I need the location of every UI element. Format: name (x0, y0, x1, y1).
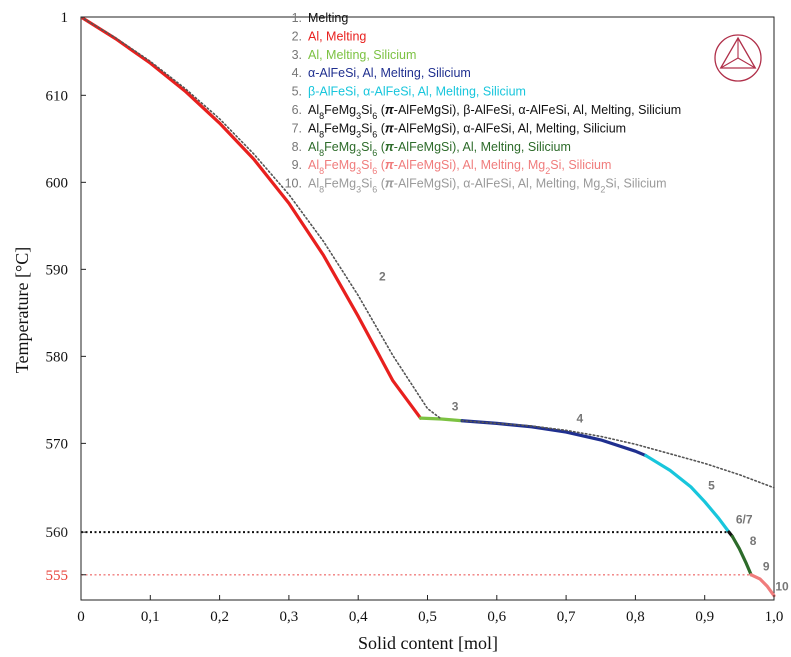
legend-item: Al8FeMg3Si6 (π-AlFeMgSi), α-AlFeSi, Al, … (308, 121, 626, 139)
series-4 (460, 419, 648, 458)
y-axis-label: Temperature [°C] (12, 247, 32, 373)
series-2-extension (81, 17, 443, 420)
legend: 1. Melting 2. Al, Melting 3. Al, Melting, Sil… (285, 11, 682, 195)
x-tick-label: 0,8 (626, 609, 645, 625)
y-tick-label: 555 (46, 568, 69, 584)
series-5 (644, 453, 731, 534)
legend-item: Al, Melting (308, 29, 366, 43)
x-tick-label: 0,9 (695, 609, 714, 625)
y-tick-label: 600 (46, 175, 69, 191)
legend-item: Melting (308, 11, 348, 25)
x-tick-label: 0,7 (557, 609, 576, 625)
legend-number: 2. (292, 29, 302, 43)
series-layer (81, 17, 776, 598)
series-3 (418, 416, 464, 423)
legend-number: 8. (292, 140, 302, 154)
x-tick-label: 0 (77, 609, 85, 625)
x-axis-label: Solid content [mol] (358, 633, 498, 653)
y-tick-label: 610 (46, 88, 69, 104)
legend-number: 4. (292, 66, 302, 80)
legend-item: α-AlFeSi, Al, Melting, Silicium (308, 66, 471, 80)
x-tick-label: 0,2 (210, 609, 229, 625)
legend-item: Al8FeMg3Si6 (π-AlFeMgSi), Al, Melting, M… (308, 158, 611, 176)
series-8 (730, 534, 753, 577)
segment-label: 4 (576, 411, 583, 425)
legend-number: 10. (285, 177, 302, 191)
y-tick-label: 580 (46, 349, 69, 365)
legend-number: 7. (292, 121, 302, 135)
legend-item: β-AlFeSi, α-AlFeSi, Al, Melting, Siliciu… (308, 85, 526, 99)
segment-label: 6/7 (736, 512, 753, 526)
x-tick-label: 0,5 (418, 609, 437, 625)
series-2 (81, 17, 423, 420)
segment-labels: 2 3 4 5 6/7 89 10 (379, 270, 789, 594)
legend-item: Al8FeMg3Si6 (π-AlFeMgSi), Al, Melting, S… (308, 140, 571, 158)
segment-label: 8 (750, 534, 757, 548)
x-tick-label: 0,6 (487, 609, 506, 625)
legend-number: 6. (292, 103, 302, 117)
legend-item: Al8FeMg3Si6 (π-AlFeMgSi), α-AlFeSi, Al, … (308, 177, 667, 195)
x-axis-ticks: 0 0,1 0,2 0,3 0,4 0,5 0,6 0,7 0,8 0,9 1,0 (77, 595, 783, 625)
reference-lines (81, 531, 752, 576)
segment-label: 3 (452, 399, 459, 413)
y-tick-label: 560 (46, 525, 69, 541)
segment-label: 5 (708, 478, 715, 492)
segment-label: 10 (775, 579, 789, 593)
x-tick-label: 1,0 (765, 609, 784, 625)
y-tick-label: 1 (61, 10, 69, 26)
legend-item: Al8FeMg3Si6 (π-AlFeMgSi), β-AlFeSi, α-Al… (308, 103, 681, 121)
x-tick-label: 0,1 (141, 609, 160, 625)
y-tick-label: 590 (46, 262, 69, 278)
thermo-calc-logo-icon (714, 34, 762, 82)
series-9 (749, 573, 776, 598)
segment-label: 2 (379, 270, 386, 284)
x-tick-label: 0,3 (280, 609, 299, 625)
legend-number: 9. (292, 158, 302, 172)
legend-number: 1. (292, 11, 302, 25)
segment-label: 9 (763, 559, 770, 573)
legend-number: 5. (292, 85, 302, 99)
legend-number: 3. (292, 48, 302, 62)
legend-item: Al, Melting, Silicium (308, 48, 416, 62)
series-4-extension (461, 419, 775, 489)
y-axis-ticks: 570 580 590 600 610 560 555 1 (46, 10, 86, 584)
x-tick-label: 0,4 (349, 609, 368, 625)
y-tick-label: 570 (46, 436, 69, 452)
